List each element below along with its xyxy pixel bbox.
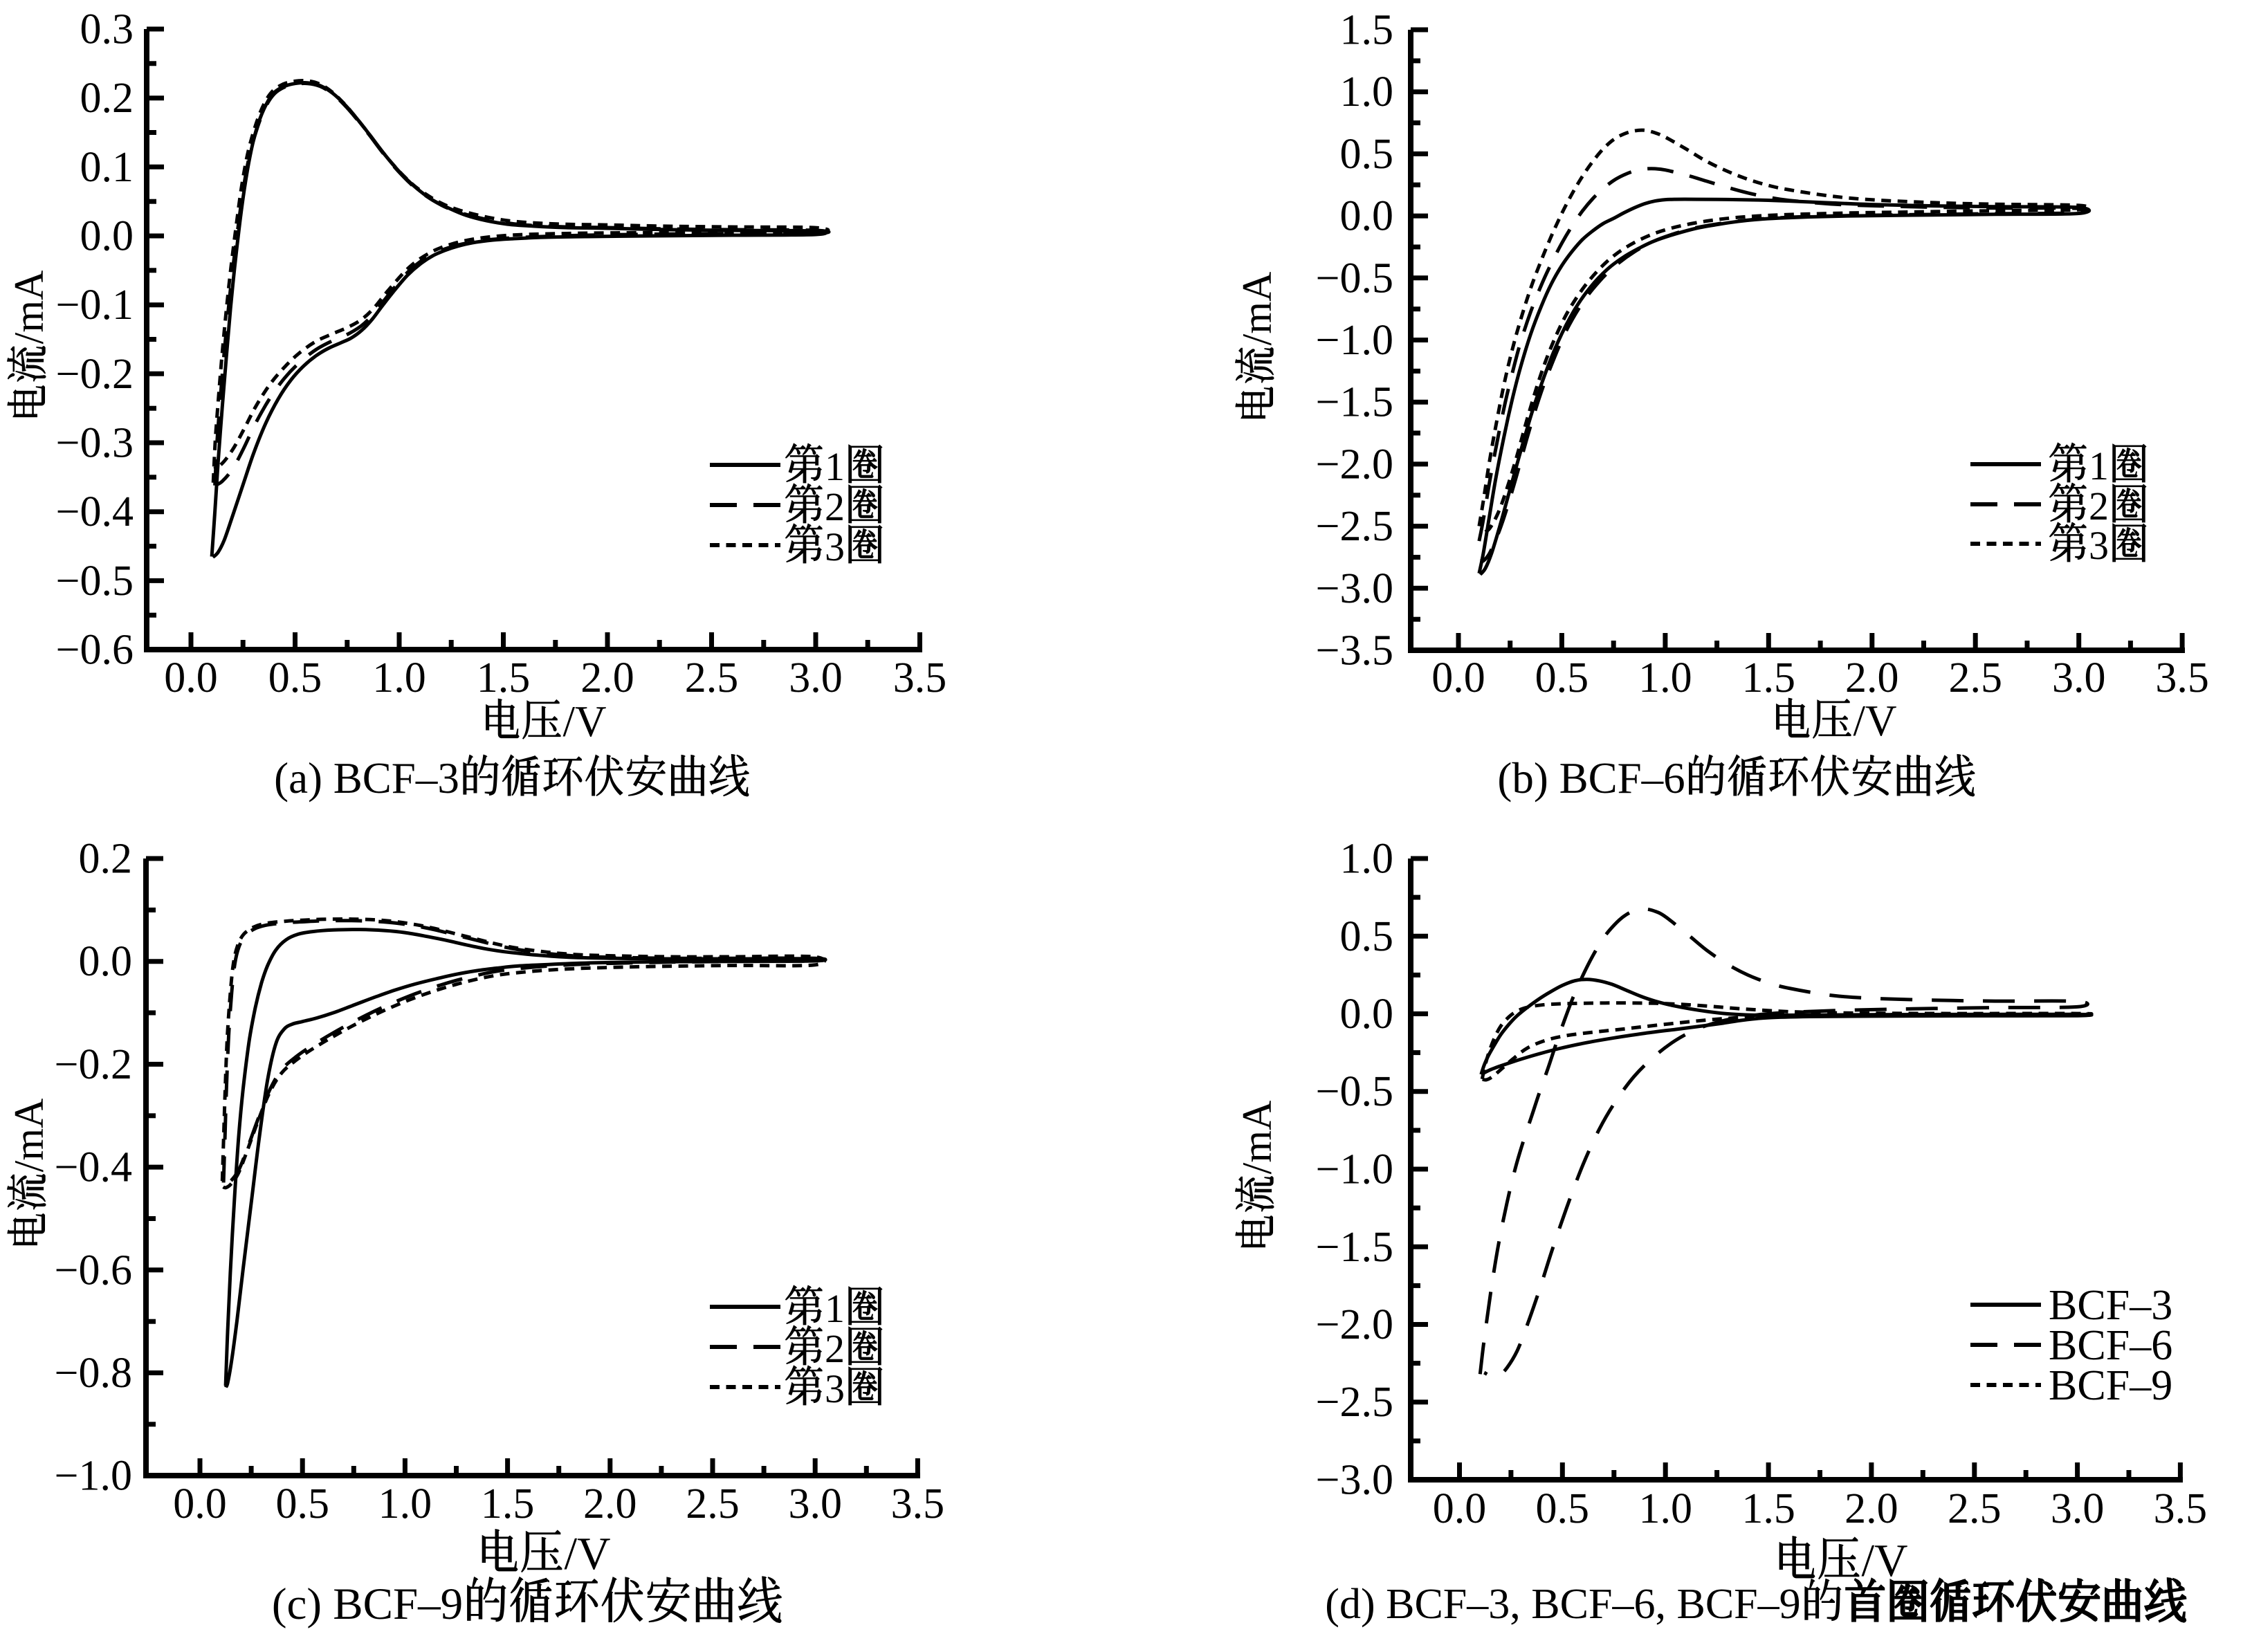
svg-text:(a) BCF–3: (a) BCF–3 — [274, 754, 459, 802]
svg-text:0.0: 0.0 — [1340, 193, 1394, 240]
svg-text:0.0: 0.0 — [80, 213, 134, 260]
svg-text:/V: /V — [1853, 697, 1897, 745]
svg-text:−2.0: −2.0 — [1316, 1301, 1393, 1348]
svg-text:2.5: 2.5 — [1948, 654, 2002, 701]
svg-text:1.0: 1.0 — [372, 654, 426, 701]
svg-text:3: 3 — [2089, 523, 2109, 568]
svg-text:BCF–9: BCF–9 — [2049, 1362, 2172, 1409]
svg-text:0.2: 0.2 — [79, 836, 133, 883]
svg-text:2.5: 2.5 — [1948, 1485, 2002, 1532]
svg-text:1: 1 — [2089, 443, 2109, 488]
svg-text:−3.0: −3.0 — [1316, 1457, 1393, 1504]
svg-text:3.5: 3.5 — [891, 1480, 945, 1527]
svg-text:1.5: 1.5 — [1742, 654, 1796, 701]
svg-text:3: 3 — [825, 524, 845, 569]
svg-text:−0.4: −0.4 — [56, 488, 134, 535]
svg-text:2.0: 2.0 — [583, 1480, 637, 1527]
svg-text:3.0: 3.0 — [2052, 654, 2106, 701]
svg-text:1.5: 1.5 — [481, 1480, 535, 1527]
svg-text:−0.5: −0.5 — [1316, 1068, 1393, 1115]
svg-text:0.2: 0.2 — [80, 75, 134, 122]
svg-text:0.5: 0.5 — [1340, 131, 1394, 178]
svg-text:/mA: /mA — [6, 1099, 52, 1173]
svg-text:3.0: 3.0 — [789, 654, 843, 701]
svg-text:1: 1 — [825, 1286, 845, 1331]
svg-text:/V: /V — [563, 697, 607, 746]
svg-text:0.0: 0.0 — [79, 938, 133, 985]
svg-text:3: 3 — [825, 1366, 845, 1411]
svg-text:2.5: 2.5 — [686, 1480, 740, 1527]
svg-text:−2.5: −2.5 — [1316, 1379, 1393, 1426]
svg-text:0.0: 0.0 — [1431, 654, 1485, 701]
svg-text:3.5: 3.5 — [893, 654, 947, 701]
svg-text:−1.0: −1.0 — [55, 1453, 132, 1500]
svg-text:2: 2 — [825, 1326, 845, 1371]
svg-text:/mA: /mA — [6, 270, 52, 345]
svg-text:−0.1: −0.1 — [56, 282, 134, 329]
svg-text:−0.3: −0.3 — [56, 420, 134, 467]
svg-text:0.0: 0.0 — [164, 654, 218, 701]
svg-text:0.5: 0.5 — [1535, 654, 1589, 701]
svg-text:BCF–6: BCF–6 — [2049, 1322, 2172, 1369]
svg-text:/V: /V — [1862, 1535, 1908, 1586]
svg-text:1: 1 — [825, 444, 845, 489]
svg-text:(c) BCF–9: (c) BCF–9 — [272, 1579, 463, 1629]
svg-text:2.0: 2.0 — [1845, 654, 1899, 701]
svg-text:−1.0: −1.0 — [1316, 1146, 1393, 1193]
svg-text:1.0: 1.0 — [1340, 836, 1394, 883]
svg-text:0.5: 0.5 — [1536, 1485, 1590, 1532]
svg-text:0.5: 0.5 — [268, 654, 322, 701]
svg-text:0.1: 0.1 — [80, 144, 134, 191]
svg-text:2.0: 2.0 — [580, 654, 634, 701]
svg-text:−0.6: −0.6 — [55, 1247, 132, 1294]
svg-text:−0.6: −0.6 — [56, 627, 134, 674]
svg-text:−0.2: −0.2 — [56, 351, 134, 398]
svg-text:2.5: 2.5 — [685, 654, 739, 701]
svg-text:1.5: 1.5 — [1741, 1485, 1795, 1532]
svg-text:1.0: 1.0 — [1638, 1485, 1692, 1532]
svg-text:−1.5: −1.5 — [1316, 1224, 1393, 1271]
svg-text:0.0: 0.0 — [1340, 991, 1394, 1038]
svg-text:3.5: 3.5 — [2155, 654, 2209, 701]
svg-text:(b) BCF–6: (b) BCF–6 — [1497, 754, 1685, 802]
svg-text:1.5: 1.5 — [1340, 7, 1394, 54]
svg-text:2: 2 — [2089, 484, 2109, 529]
svg-text:−0.5: −0.5 — [1316, 255, 1393, 302]
svg-text:2: 2 — [825, 484, 845, 529]
svg-text:0.3: 0.3 — [80, 6, 134, 53]
svg-text:3.0: 3.0 — [2051, 1485, 2105, 1532]
svg-text:−0.4: −0.4 — [55, 1144, 132, 1191]
svg-text:−3.0: −3.0 — [1316, 565, 1393, 612]
svg-text:3.5: 3.5 — [2154, 1485, 2208, 1532]
svg-text:−2.0: −2.0 — [1316, 441, 1393, 488]
svg-text:−3.5: −3.5 — [1316, 627, 1393, 674]
svg-text:(d) BCF–3, BCF–6, BCF–9: (d) BCF–3, BCF–6, BCF–9 — [1325, 1581, 1800, 1628]
svg-text:0.0: 0.0 — [173, 1480, 227, 1527]
svg-text:/V: /V — [565, 1528, 611, 1579]
svg-text:0.5: 0.5 — [1340, 913, 1394, 960]
svg-text:−0.5: −0.5 — [56, 558, 134, 605]
svg-text:−2.5: −2.5 — [1316, 503, 1393, 550]
svg-text:−1.5: −1.5 — [1316, 379, 1393, 426]
svg-text:3.0: 3.0 — [788, 1480, 842, 1527]
svg-text:0.5: 0.5 — [275, 1480, 329, 1527]
svg-text:0.0: 0.0 — [1433, 1485, 1487, 1532]
svg-text:−1.0: −1.0 — [1316, 317, 1393, 364]
svg-text:−0.2: −0.2 — [55, 1041, 132, 1088]
svg-text:BCF–3: BCF–3 — [2049, 1282, 2172, 1329]
svg-text:2.0: 2.0 — [1844, 1485, 1898, 1532]
svg-text:/mA: /mA — [1234, 272, 1280, 346]
svg-text:1.0: 1.0 — [1638, 654, 1692, 701]
svg-text:/mA: /mA — [1234, 1101, 1280, 1175]
svg-text:1.0: 1.0 — [378, 1480, 432, 1527]
svg-text:1.5: 1.5 — [477, 654, 531, 701]
svg-text:1.0: 1.0 — [1340, 68, 1394, 116]
svg-text:−0.8: −0.8 — [55, 1350, 132, 1397]
